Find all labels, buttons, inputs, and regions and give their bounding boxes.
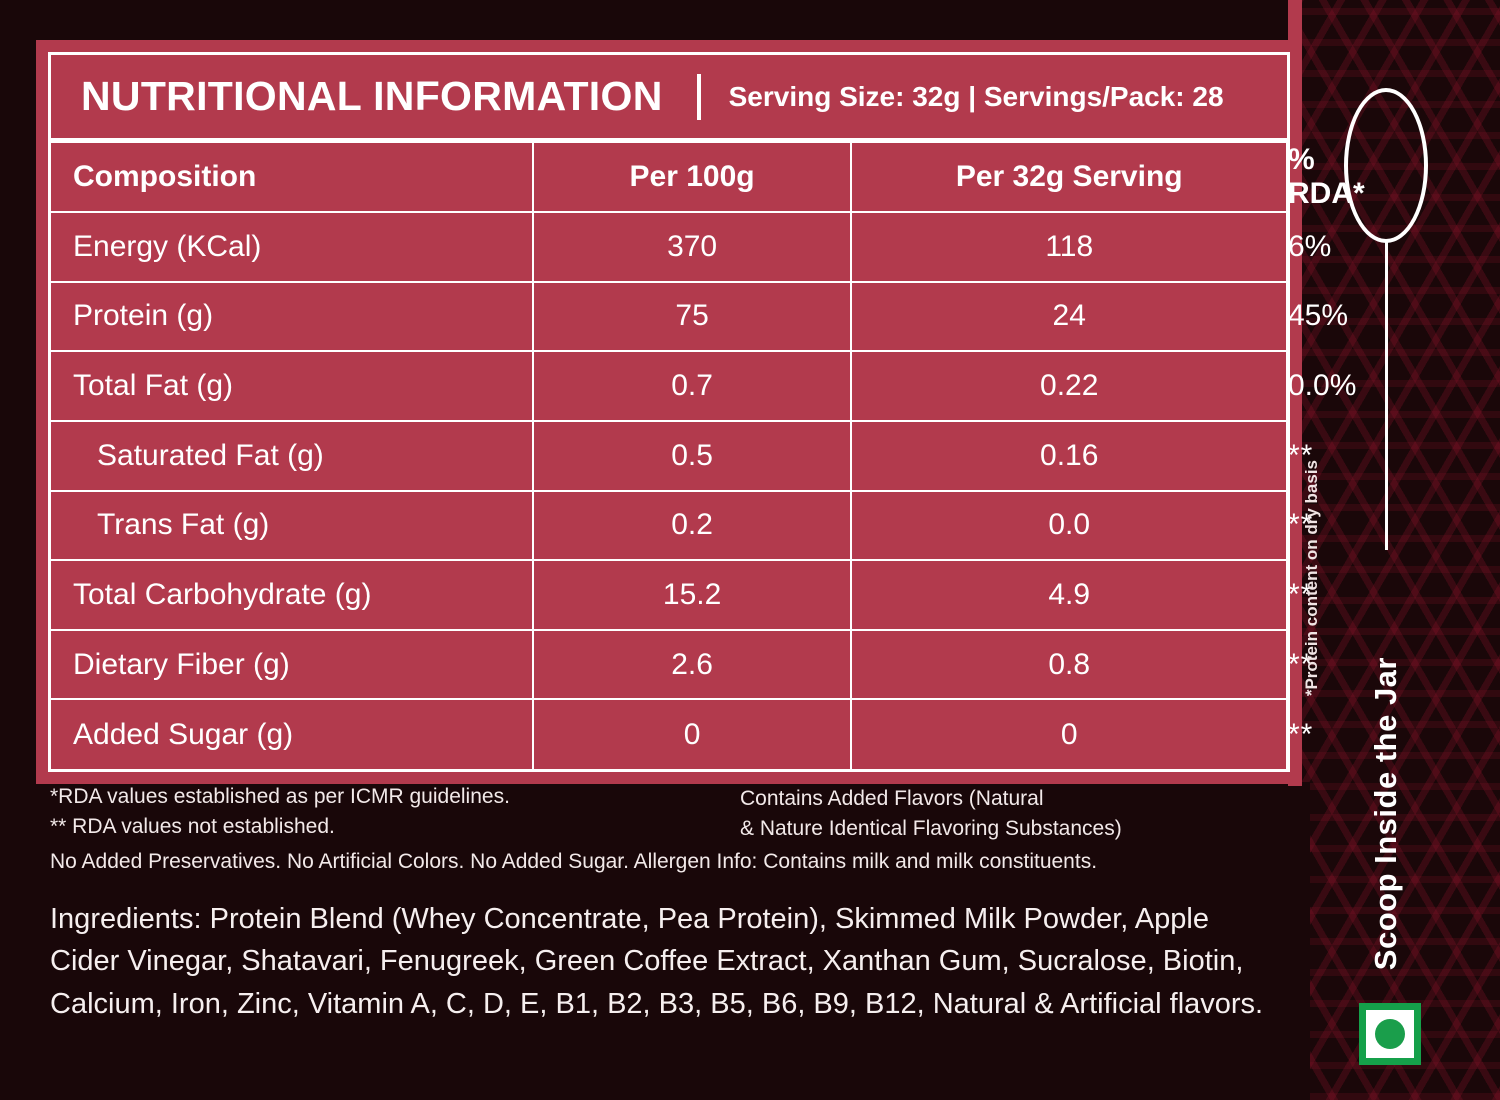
- cell-per-100g: 0.5: [531, 419, 853, 492]
- footnote-allergen-info: No Added Preservatives. No Artificial Co…: [50, 849, 1098, 873]
- nutrition-panel-inner: NUTRITIONAL INFORMATION Serving Size: 32…: [48, 52, 1365, 772]
- table-row: Total Fat (g)0.70.220.0%: [51, 350, 1356, 422]
- cell-composition: Energy (KCal): [51, 211, 534, 283]
- panel-header: NUTRITIONAL INFORMATION Serving Size: 32…: [51, 55, 1287, 141]
- scoop-inside-jar-label: Scoop Inside the Jar: [1368, 656, 1403, 970]
- cell-composition: Total Fat (g): [51, 350, 534, 422]
- footnote-flavors-line2: & Nature Identical Flavoring Substances): [740, 817, 1122, 841]
- cell-composition: Saturated Fat (g): [51, 419, 534, 492]
- cell-per-100g: 0.2: [531, 489, 853, 562]
- cell-per-100g: 0: [531, 698, 853, 769]
- cell-per-serving: 4.9: [850, 559, 1288, 631]
- vegetarian-mark-icon: [1359, 1003, 1421, 1065]
- scoop-handle-icon: [1385, 240, 1388, 550]
- cell-per-100g: 75: [531, 280, 853, 353]
- footnotes-block: *RDA values established as per ICMR guid…: [50, 782, 1290, 877]
- nutrition-panel: NUTRITIONAL INFORMATION Serving Size: 32…: [36, 40, 1365, 784]
- page-title: NUTRITIONAL INFORMATION: [81, 73, 663, 119]
- footnotes-right: Contains Added Flavors (Natural & Nature…: [740, 782, 1290, 845]
- table-row: Total Carbohydrate (g) 15.2 4.9 **: [51, 559, 1312, 631]
- cell-per-serving: 0: [850, 698, 1288, 769]
- scoop-bowl-icon: [1344, 88, 1428, 243]
- cell-per-100g: 0.7: [531, 350, 853, 422]
- footnote-rda-note: *RDA values established as per ICMR guid…: [50, 785, 510, 808]
- table-row: Saturated Fat (g) 0.5 0.16 **: [51, 419, 1312, 492]
- cell-per-serving: 24: [850, 280, 1288, 353]
- right-sidebar: Scoop Inside the Jar *Protein content on…: [1302, 0, 1500, 1100]
- cell-per-100g: 370: [531, 211, 853, 283]
- column-header-per-100g: Per 100g: [531, 141, 853, 213]
- table-row: Added Sugar (g) 0 0 **: [51, 698, 1312, 769]
- cell-composition: Protein (g): [51, 280, 534, 353]
- table-row: Trans Fat (g) 0.2 0.0 **: [51, 489, 1312, 562]
- cell-per-serving: 0.0: [850, 489, 1288, 562]
- footnotes-columns: *RDA values established as per ICMR guid…: [50, 782, 1290, 845]
- cell-per-100g: 2.6: [531, 628, 853, 701]
- cell-composition: Total Carbohydrate (g): [51, 559, 534, 631]
- nutrition-table-body: Energy (KCal)3701186%Protein (g)752445%T…: [51, 211, 1356, 769]
- scoop-icon: [1344, 88, 1434, 550]
- footnotes-left: *RDA values established as per ICMR guid…: [50, 782, 740, 845]
- header-divider: [696, 73, 701, 120]
- serving-info: Serving Size: 32g | Servings/Pack: 28: [728, 80, 1224, 112]
- table-row: Protein (g)752445%: [51, 280, 1348, 353]
- cell-per-100g: 15.2: [531, 559, 853, 631]
- cell-composition: Dietary Fiber (g): [51, 628, 534, 701]
- ingredients-text: Ingredients: Protein Blend (Whey Concent…: [50, 903, 1264, 1020]
- cell-composition: Added Sugar (g): [51, 698, 534, 769]
- cell-composition: Trans Fat (g): [51, 489, 534, 562]
- vegetarian-dot-icon: [1375, 1019, 1405, 1049]
- cell-per-serving: 0.8: [850, 628, 1288, 701]
- column-header-composition: Composition: [51, 141, 534, 213]
- cell-per-serving: 0.16: [850, 419, 1288, 492]
- cell-per-serving: 118: [850, 211, 1288, 283]
- footnote-rda-not-established: ** RDA values not established.: [50, 815, 335, 839]
- cell-per-serving: 0.22: [850, 350, 1288, 422]
- table-header-row: Composition Per 100g Per 32g Serving % R…: [51, 141, 1365, 213]
- protein-dry-basis-note: *Protein content on dry basis: [1302, 460, 1321, 697]
- nutrition-table: Composition Per 100g Per 32g Serving % R…: [51, 141, 1365, 769]
- footnote-flavors-line1: Contains Added Flavors (Natural: [740, 787, 1044, 810]
- table-row: Energy (KCal)3701186%: [51, 211, 1331, 283]
- column-header-per-serving: Per 32g Serving: [850, 141, 1288, 213]
- table-row: Dietary Fiber (g) 2.6 0.8 **: [51, 628, 1312, 701]
- background-dark-mask-bottom: [0, 782, 1310, 1100]
